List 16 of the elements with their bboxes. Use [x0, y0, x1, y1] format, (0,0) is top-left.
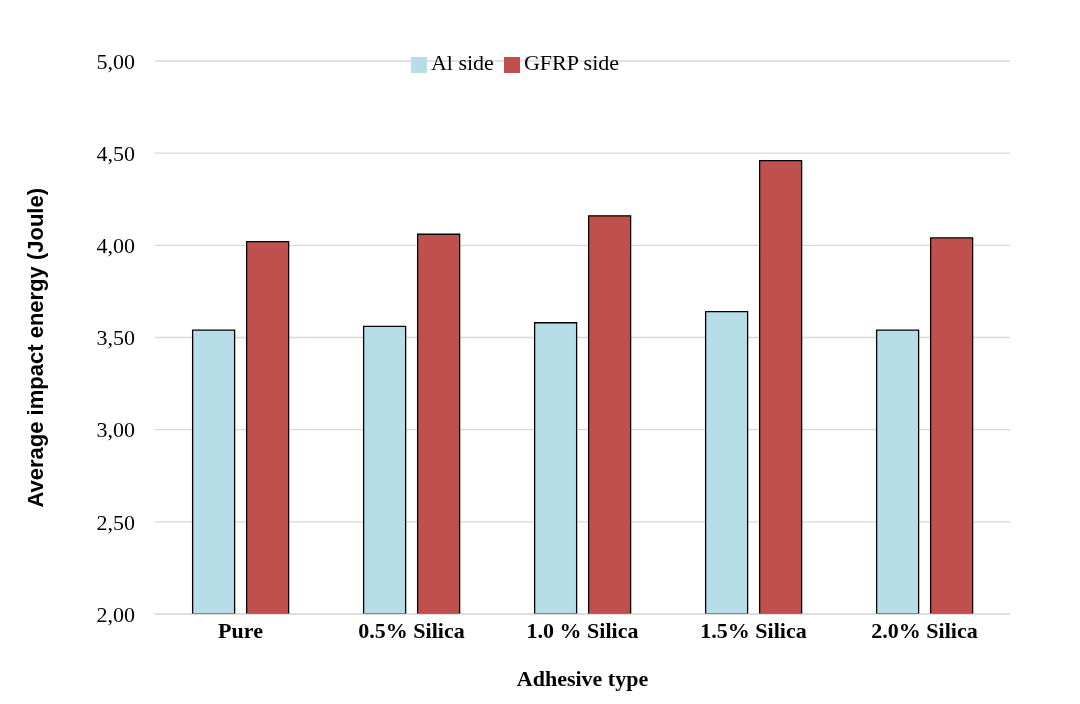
- x-tick-label: Pure: [218, 617, 264, 643]
- y-tick-label: 3,00: [96, 417, 135, 443]
- x-tick-label: 1.5% Silica: [700, 617, 807, 643]
- x-tick-label: 1.0 % Silica: [526, 617, 639, 643]
- y-axis-title: Average impact energy (Joule): [22, 187, 48, 508]
- x-axis-title: Adhesive type: [516, 666, 649, 691]
- y-tick-label: 4,00: [96, 233, 135, 259]
- legend-label: Al side: [430, 50, 494, 75]
- y-tick-label: 4,50: [96, 140, 135, 166]
- legend-label: GFRP side: [523, 50, 620, 75]
- y-tick-label: 2,00: [96, 601, 135, 627]
- x-tick-label: 0.5% Silica: [358, 617, 465, 643]
- y-tick-label: 2,50: [96, 509, 135, 535]
- y-tick-label: 3,50: [96, 325, 135, 351]
- x-tick-label: 2.0% Silica: [871, 617, 978, 643]
- y-tick-label: 5,00: [96, 48, 135, 74]
